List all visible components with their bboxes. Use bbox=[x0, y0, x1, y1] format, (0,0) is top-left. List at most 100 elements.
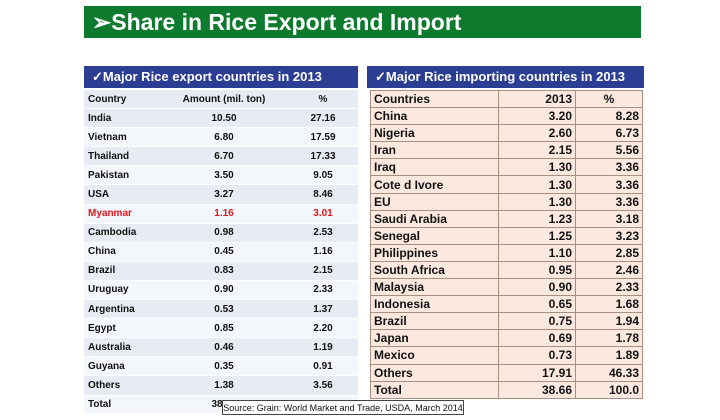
import-cell-value: 0.69 bbox=[498, 329, 576, 348]
import-cell-percent: 1.68 bbox=[575, 295, 643, 314]
export-cell-percent: 2.53 bbox=[288, 223, 358, 243]
import-table-title: ✓Major Rice importing countries in 2013 bbox=[367, 66, 644, 88]
export-cell-country: Cambodia bbox=[84, 223, 160, 243]
import-row: Iran 2.15 5.56 bbox=[370, 141, 643, 160]
export-cell-value: 0.45 bbox=[160, 242, 288, 262]
import-cell-percent: 3.36 bbox=[575, 158, 643, 177]
export-cell-percent: 17.33 bbox=[288, 146, 358, 167]
export-row: Guyana 0.35 0.91 bbox=[84, 356, 358, 377]
export-row: China 0.45 1.16 bbox=[84, 242, 358, 262]
export-table-title: ✓Major Rice export countries in 2013 bbox=[84, 66, 358, 88]
export-cell-value: 1.38 bbox=[160, 375, 288, 396]
import-row: Others 17.91 46.33 bbox=[370, 363, 643, 382]
import-row: Philippines 1.10 2.85 bbox=[370, 243, 643, 262]
export-header-row: Country Amount (mil. ton) % bbox=[84, 90, 358, 110]
source-note: Source: Grain: World Market and Trade, U… bbox=[222, 400, 464, 415]
export-header-percent: % bbox=[288, 90, 358, 110]
import-cell-percent: 100.0 bbox=[575, 380, 643, 399]
import-cell-value: 3.20 bbox=[498, 107, 576, 126]
import-table: Countries 2013 % China 3.20 8.28 Nigeria 2.6… bbox=[370, 89, 643, 399]
import-cell-country: China bbox=[370, 107, 499, 126]
import-cell-country: Indonesia bbox=[370, 295, 499, 314]
export-cell-country: Guyana bbox=[84, 356, 160, 377]
import-row: Malaysia 0.90 2.33 bbox=[370, 278, 643, 297]
import-cell-country: Saudi Arabia bbox=[370, 209, 499, 228]
import-cell-value: 1.25 bbox=[498, 226, 576, 245]
export-cell-value: 10.50 bbox=[160, 108, 288, 129]
import-cell-percent: 1.78 bbox=[575, 329, 643, 348]
import-row: EU 1.30 3.36 bbox=[370, 192, 643, 211]
export-cell-value: 0.85 bbox=[160, 318, 288, 339]
export-cell-value: 0.53 bbox=[160, 299, 288, 320]
import-cell-value: 38.66 bbox=[498, 380, 576, 399]
import-cell-percent: 1.89 bbox=[575, 346, 643, 365]
export-cell-country: Egypt bbox=[84, 318, 160, 339]
import-cell-value: 0.75 bbox=[498, 312, 576, 331]
import-cell-percent: 2.46 bbox=[575, 260, 643, 280]
import-cell-value: 17.91 bbox=[498, 363, 576, 382]
export-cell-country: Vietnam bbox=[84, 127, 160, 148]
import-row: Saudi Arabia 1.23 3.18 bbox=[370, 209, 643, 228]
export-row: Cambodia 0.98 2.53 bbox=[84, 223, 358, 243]
export-header-country: Country bbox=[84, 90, 160, 110]
export-cell-value: 0.35 bbox=[160, 356, 288, 377]
import-header-year: 2013 bbox=[498, 89, 576, 109]
import-cell-country: Iraq bbox=[370, 158, 499, 177]
export-table: Country Amount (mil. ton) % India 10.50 27… bbox=[84, 90, 358, 415]
import-cell-value: 0.65 bbox=[498, 295, 576, 314]
import-cell-percent: 3.36 bbox=[575, 175, 643, 194]
import-cell-percent: 8.28 bbox=[575, 107, 643, 126]
export-cell-percent: 9.05 bbox=[288, 165, 358, 186]
export-cell-percent: 2.15 bbox=[288, 261, 358, 281]
export-cell-value: 0.90 bbox=[160, 280, 288, 301]
import-cell-value: 0.95 bbox=[498, 260, 576, 280]
export-cell-percent: 2.20 bbox=[288, 318, 358, 339]
export-row: Uruguay 0.90 2.33 bbox=[84, 280, 358, 301]
export-cell-country: Thailand bbox=[84, 146, 160, 167]
import-cell-percent: 2.33 bbox=[575, 278, 643, 297]
export-header-amount: Amount (mil. ton) bbox=[160, 90, 288, 110]
import-cell-country: Japan bbox=[370, 329, 499, 348]
import-row: Nigeria 2.60 6.73 bbox=[370, 124, 643, 143]
import-row: Total 38.66 100.0 bbox=[370, 380, 643, 399]
export-cell-country: Brazil bbox=[84, 261, 160, 281]
import-cell-value: 0.73 bbox=[498, 346, 576, 365]
import-row: Indonesia 0.65 1.68 bbox=[370, 295, 643, 314]
export-cell-value: 6.70 bbox=[160, 146, 288, 167]
import-cell-percent: 6.73 bbox=[575, 124, 643, 143]
import-cell-value: 0.90 bbox=[498, 278, 576, 297]
import-cell-percent: 3.18 bbox=[575, 209, 643, 228]
import-cell-value: 1.23 bbox=[498, 209, 576, 228]
import-row: Senegal 1.25 3.23 bbox=[370, 226, 643, 245]
export-cell-country: Others bbox=[84, 375, 160, 396]
import-cell-percent: 3.23 bbox=[575, 226, 643, 245]
import-cell-value: 2.60 bbox=[498, 124, 576, 143]
import-cell-value: 1.30 bbox=[498, 158, 576, 177]
export-cell-value: 1.16 bbox=[160, 204, 288, 224]
export-cell-country: Argentina bbox=[84, 299, 160, 320]
export-row: Brazil 0.83 2.15 bbox=[84, 261, 358, 281]
import-cell-country: Senegal bbox=[370, 226, 499, 245]
export-row: Pakistan 3.50 9.05 bbox=[84, 165, 358, 186]
import-cell-percent: 1.94 bbox=[575, 312, 643, 331]
export-row: Thailand 6.70 17.33 bbox=[84, 146, 358, 167]
export-cell-country: Australia bbox=[84, 337, 160, 358]
export-cell-percent: 27.16 bbox=[288, 108, 358, 129]
export-cell-percent: 3.56 bbox=[288, 375, 358, 396]
import-row: South Africa 0.95 2.46 bbox=[370, 260, 643, 280]
import-row: Mexico 0.73 1.89 bbox=[370, 346, 643, 365]
export-cell-value: 0.46 bbox=[160, 337, 288, 358]
export-cell-value: 3.50 bbox=[160, 165, 288, 186]
import-cell-percent: 2.85 bbox=[575, 243, 643, 262]
import-cell-value: 1.30 bbox=[498, 175, 576, 194]
export-cell-percent: 17.59 bbox=[288, 127, 358, 148]
export-row: Argentina 0.53 1.37 bbox=[84, 299, 358, 320]
export-row: Egypt 0.85 2.20 bbox=[84, 318, 358, 339]
export-cell-percent: 8.46 bbox=[288, 184, 358, 205]
import-header-country: Countries bbox=[370, 89, 499, 109]
import-cell-country: Nigeria bbox=[370, 124, 499, 143]
export-row: Myanmar 1.16 3.01 bbox=[84, 204, 358, 224]
export-row: USA 3.27 8.46 bbox=[84, 184, 358, 205]
import-cell-percent: 3.36 bbox=[575, 192, 643, 211]
import-cell-country: Others bbox=[370, 363, 499, 382]
